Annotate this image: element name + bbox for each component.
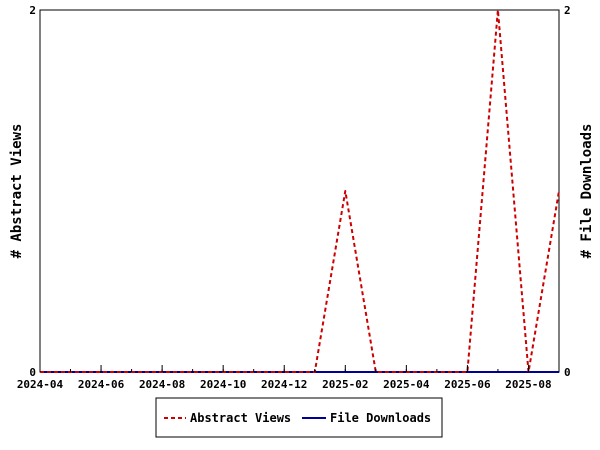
series-layer bbox=[40, 9, 560, 373]
x-tick-label: 2024-04 bbox=[17, 378, 64, 391]
x-tick-label: 2025-06 bbox=[444, 378, 491, 391]
plot-area bbox=[39, 9, 560, 373]
left-y-tick-label: 0 bbox=[29, 366, 36, 379]
right-y-tick-label: 2 bbox=[564, 4, 571, 17]
left-y-tick-label: 2 bbox=[29, 4, 36, 17]
legend-box bbox=[155, 397, 443, 438]
series-line-abstract-views bbox=[40, 9, 560, 373]
right-axis-title: # File Downloads bbox=[579, 124, 595, 259]
x-tick-label: 2025-02 bbox=[322, 378, 368, 391]
x-tick-label: 2025-04 bbox=[383, 378, 430, 391]
legend-label-abstract-views: Abstract Views bbox=[190, 411, 291, 425]
legend-label-file-downloads: File Downloads bbox=[330, 411, 431, 425]
left-axis-title: # Abstract Views bbox=[9, 124, 25, 259]
axis-layer: 2024-04 2024-06 2024-08 2024-10 2024-12 2025-… bbox=[17, 4, 571, 391]
x-tick-label: 2024-06 bbox=[78, 378, 125, 391]
x-tick-label: 2024-10 bbox=[200, 378, 246, 391]
legend: Abstract Views File Downloads bbox=[155, 397, 443, 438]
right-y-tick-label: 0 bbox=[564, 366, 571, 379]
x-tick-label: 2025-08 bbox=[505, 378, 551, 391]
x-tick-label: 2024-12 bbox=[261, 378, 307, 391]
x-tick-label: 2024-08 bbox=[139, 378, 185, 391]
